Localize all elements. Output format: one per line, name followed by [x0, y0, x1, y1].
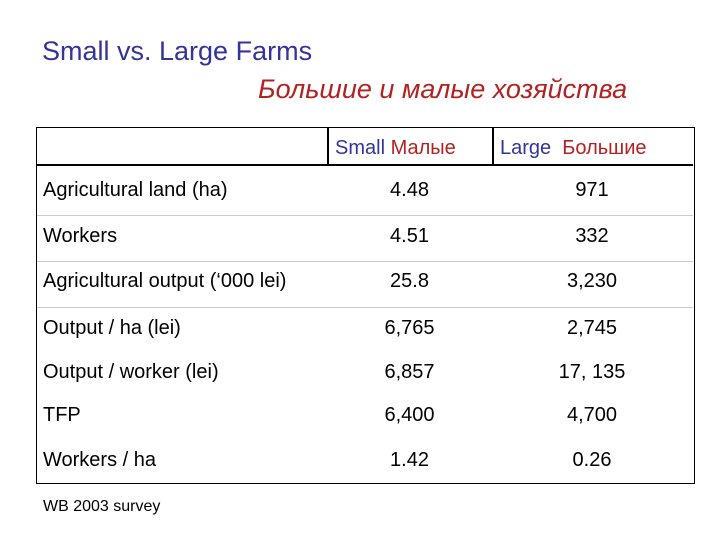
value-large-output-per-worker: 17, 135 [558, 361, 626, 383]
table-divider [327, 128, 329, 164]
row-label-agricultural-land: Agricultural land (ha) [43, 179, 228, 201]
row-label-agricultural-output: Agricultural output (‘000 lei) [43, 270, 287, 292]
farm-comparison-table: Small Малые Large Большие Agricultural l… [36, 127, 695, 484]
row-label-workers-per-ha: Workers / ha [43, 449, 156, 471]
value-large-agricultural-land: 971 [575, 179, 609, 201]
value-small-agricultural-output: 25.8 [390, 270, 429, 292]
row-divider [37, 261, 693, 262]
value-small-agricultural-land: 4.48 [390, 179, 429, 201]
header-small-en: Small [335, 137, 386, 159]
row-divider [37, 307, 693, 308]
value-large-output-per-ha: 2,745 [566, 317, 618, 339]
slide-title-russian: Большие и малые хозяйства [258, 74, 628, 104]
header-large-en: Large [500, 137, 552, 159]
row-label-tfp: TFP [43, 404, 81, 426]
row-label-output-per-ha: Output / ha (lei) [43, 317, 181, 339]
source-footnote: WB 2003 survey [43, 498, 161, 515]
header-large: Large Большие [500, 138, 647, 158]
value-large-workers: 332 [575, 225, 609, 247]
row-label-workers: Workers [43, 225, 118, 247]
value-small-output-per-ha: 6,765 [384, 317, 435, 339]
value-small-workers-per-ha: 1.42 [390, 449, 429, 471]
table-divider [492, 128, 494, 164]
row-label-output-per-worker: Output / worker (lei) [43, 361, 219, 383]
value-small-output-per-worker: 6,857 [384, 361, 435, 383]
header-large-ru: Большие [562, 137, 647, 159]
header-small: Small Малые [335, 138, 456, 158]
value-small-tfp: 6,400 [384, 404, 435, 426]
slide-title-english: Small vs. Large Farms [42, 36, 313, 66]
value-large-workers-per-ha: 0.26 [572, 449, 612, 471]
row-divider [37, 215, 693, 216]
header-small-ru: Малые [390, 137, 456, 159]
header-divider [37, 164, 693, 166]
value-small-workers: 4.51 [390, 225, 429, 247]
value-large-agricultural-output: 3,230 [566, 270, 618, 292]
value-large-tfp: 4,700 [566, 404, 618, 426]
